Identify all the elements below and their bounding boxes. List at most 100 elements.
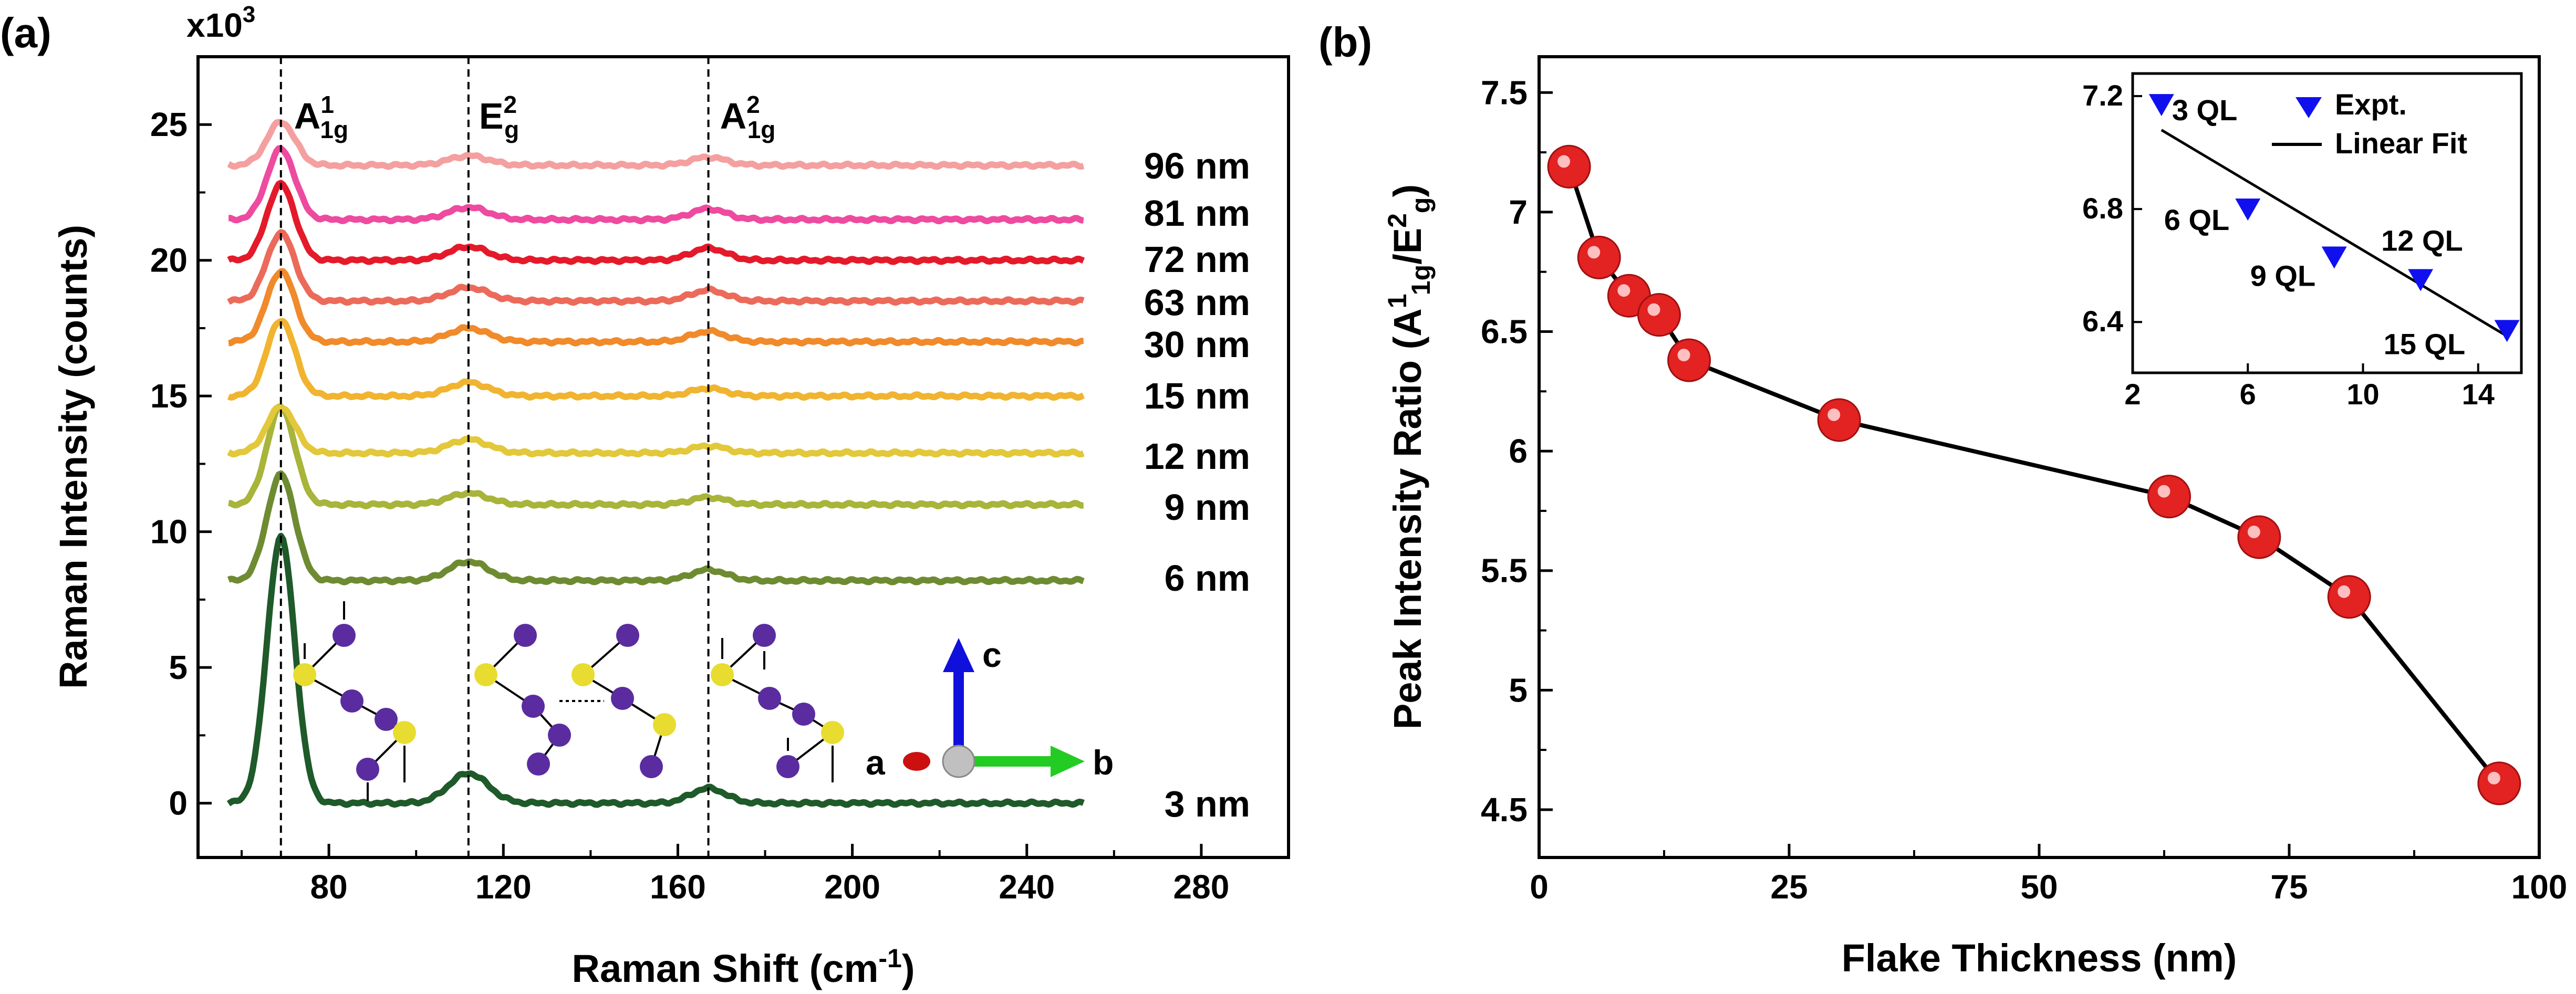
curve-label: 81 nm: [1144, 193, 1250, 234]
x-tick-label: 75: [2270, 868, 2308, 906]
ratio-point: [1637, 293, 1681, 337]
inset-frame: [2131, 72, 2523, 374]
raman-curve-72-nm: [227, 180, 1085, 265]
inset-x-tick-label: 10: [2346, 378, 2379, 411]
ratio-point: [2237, 515, 2281, 559]
inset-expt-point: [2235, 198, 2261, 221]
x-tick-label: 100: [2511, 868, 2568, 906]
plot-a-peak-lines: [279, 57, 710, 857]
x-tick-label: 240: [999, 868, 1055, 906]
inset-series: 3 QL 6 QL 9 QL 12 QL 15 QL: [2148, 93, 2520, 360]
ratio-point-highlight: [1827, 408, 1841, 421]
inset-plot: 2 6 10 14 6.4 6.8 7.2 3 QL 6 QL 9 QL 12 QL 15 QL E…: [2082, 72, 2523, 411]
yellow-atoms-2: [474, 663, 676, 736]
ratio-point: [1547, 144, 1591, 189]
x-tick-label: 280: [1173, 868, 1230, 906]
y-tick-label: 15: [150, 377, 188, 415]
y-tick-label: 0: [169, 784, 188, 822]
purple-atoms-3: [753, 624, 815, 778]
curve-label: 96 nm: [1144, 145, 1250, 186]
x-tick-label: 120: [475, 868, 532, 906]
x-tick-label: 25: [1770, 868, 1808, 906]
purple-atoms-1: [333, 624, 398, 781]
inset-y-tick-label: 6.8: [2082, 192, 2123, 225]
plot-a-peak-labels: A1 1g E2 g A2 1g: [294, 91, 776, 143]
panel-b-label: (b): [1318, 19, 1372, 66]
curve-label: 72 nm: [1144, 239, 1250, 280]
legend-fit-label: Linear Fit: [2335, 127, 2467, 160]
plot-b-axes: 0 25 50 75 100 4.5 5 5.5 6 6.5 7 7.5: [1481, 74, 2567, 906]
inset-point-label: 3 QL: [2172, 93, 2237, 127]
legend-expt-label: Expt.: [2335, 88, 2407, 121]
y-tick-label: 20: [150, 242, 188, 279]
curve-label: 30 nm: [1144, 324, 1250, 365]
curve-label: 63 nm: [1144, 282, 1250, 323]
y-tick-label: 7: [1509, 193, 1528, 231]
raman-curve-6-nm: [227, 470, 1085, 585]
ratio-point-highlight: [2247, 526, 2260, 538]
ratio-point-highlight: [1647, 303, 1660, 316]
crystal-structures: c b a: [293, 601, 1114, 801]
ratio-point-highlight: [2487, 771, 2500, 784]
x-tick-label: 200: [824, 868, 880, 906]
inset-x-tick-label: 6: [2240, 378, 2256, 411]
raman-curve-30-nm: [227, 268, 1085, 347]
x-tick-label: 0: [1530, 868, 1549, 906]
peak-label: A1 1g: [294, 91, 348, 143]
inset-point-label: 6 QL: [2164, 203, 2229, 236]
ratio-point-highlight: [2157, 485, 2170, 498]
a-axis-label: a: [866, 743, 886, 782]
plot-a-ylabel: Raman Intensity (counts): [51, 225, 95, 689]
axis-origin: [942, 745, 975, 778]
b-axis-arrowhead: [1051, 746, 1085, 777]
ratio-point-highlight: [2338, 585, 2351, 598]
x-tick-label: 160: [650, 868, 706, 906]
panel-a-label: (a): [0, 9, 51, 56]
inset-expt-point: [2408, 269, 2434, 291]
ratio-point: [2477, 761, 2521, 805]
legend-expt-marker: [2295, 97, 2322, 118]
ratio-point-highlight: [1617, 284, 1630, 297]
eg-mode-structure: [485, 634, 666, 767]
ratio-point-highlight: [1557, 155, 1571, 168]
inset-fit-line: [2160, 129, 2508, 338]
raman-curve-3-nm: [226, 532, 1085, 808]
c-axis-arrowhead: [943, 638, 974, 672]
y-tick-label: 7.5: [1481, 74, 1528, 111]
inset-x-tick-label: 14: [2462, 378, 2495, 411]
ratio-line: [1567, 166, 2501, 785]
plot-a-axes: 80 120 160 200 240 280 0 5 10 15 20 25: [150, 106, 1229, 906]
yellow-atoms-1: [293, 663, 416, 744]
inset-point-label: 9 QL: [2250, 259, 2315, 292]
y-tick-label: 6.5: [1481, 313, 1528, 351]
raman-curve-96-nm: [227, 119, 1085, 170]
raman-curve-81-nm: [227, 145, 1085, 225]
ratio-point-highlight: [1677, 349, 1690, 362]
ratio-point: [1577, 235, 1621, 279]
inset-expt-point: [2148, 94, 2174, 117]
plot-b-xlabel: Flake Thickness (nm): [1842, 936, 2237, 980]
peak-label: E2 g: [479, 91, 519, 143]
inset-y-tick-label: 6.4: [2082, 305, 2123, 338]
y-tick-label: 5.5: [1481, 552, 1528, 590]
raman-curve-15-nm: [227, 318, 1085, 401]
raman-curve-63-nm: [227, 229, 1085, 306]
plot-b-ylabel: Peak Intensity Ratio (A11g/E2g): [1383, 184, 1436, 729]
purple-atoms-2: [514, 624, 663, 778]
y-tick-label: 5: [1509, 671, 1528, 709]
inset-y-tick-label: 7.2: [2082, 79, 2123, 112]
curve-label: 9 nm: [1165, 487, 1250, 528]
y-tick-label: 5: [169, 648, 188, 686]
inset-point-label: 15 QL: [2384, 327, 2466, 360]
plot-a-curves: [226, 119, 1085, 808]
curve-label: 15 nm: [1144, 375, 1250, 416]
a1g2-mode-structure: [721, 634, 834, 782]
y-tick-label: 25: [150, 106, 188, 143]
multiplier-label: x103: [186, 2, 255, 44]
ratio-point: [1667, 338, 1711, 382]
plot-a-frame: [196, 55, 1290, 859]
inset-x-tick-label: 2: [2124, 378, 2141, 411]
c-axis-label: c: [982, 635, 1002, 674]
a-axis-arrow: [903, 752, 930, 771]
